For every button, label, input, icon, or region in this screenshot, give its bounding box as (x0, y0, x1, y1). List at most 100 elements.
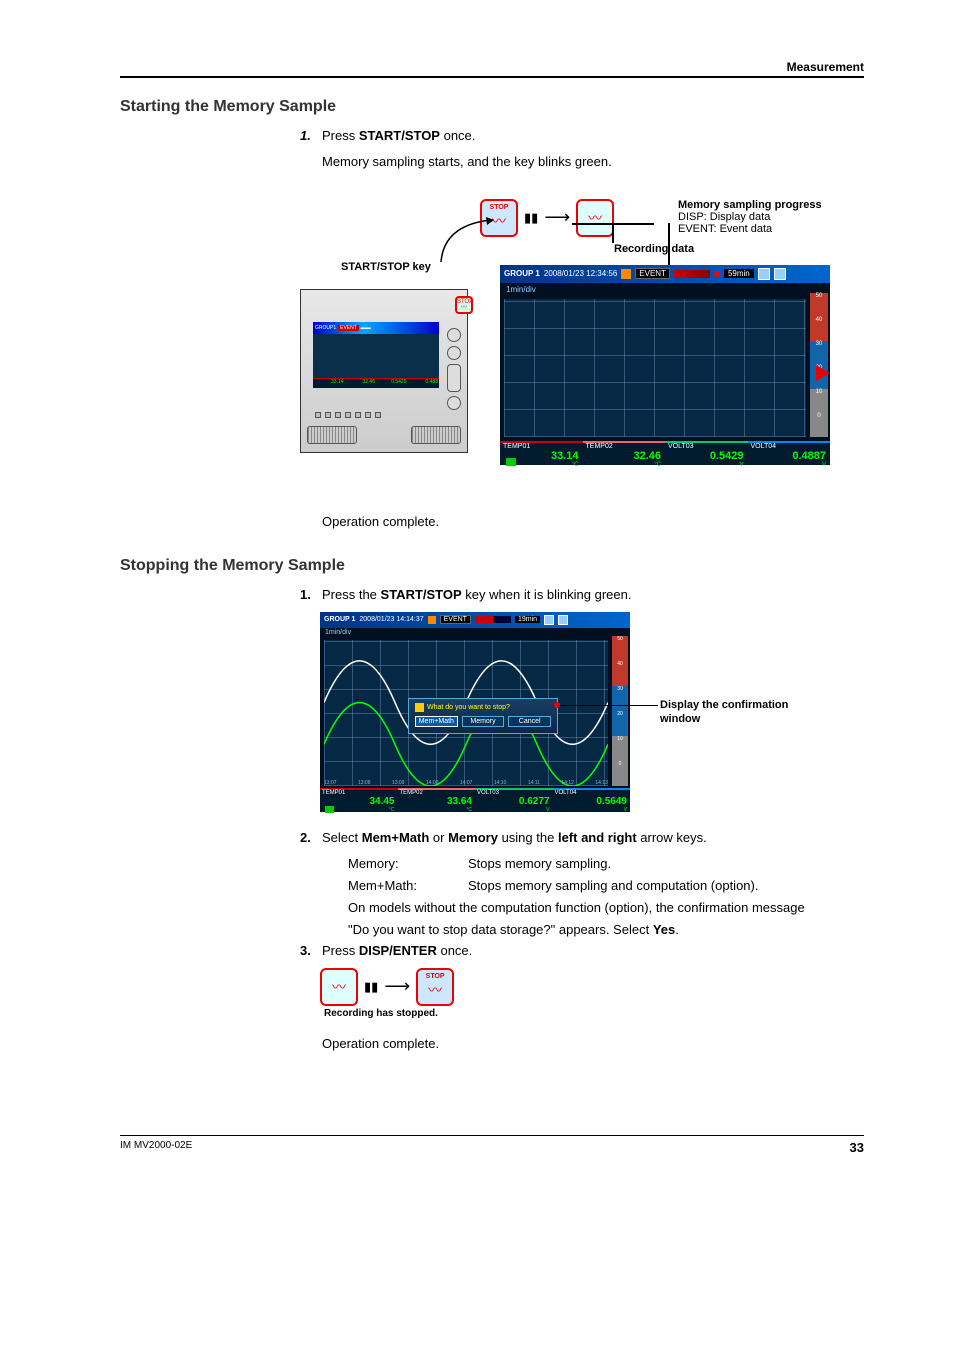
text: once. (440, 128, 475, 143)
text: Display the confirmation (660, 698, 788, 712)
figure-stop: GROUP 1 2008/01/23 14:14:37 EVENT 19min … (320, 612, 840, 818)
timestamp: 2008/01/23 14:14:37 (359, 616, 423, 623)
tick: 14:11 (528, 780, 540, 788)
device-vents (307, 426, 461, 446)
ch-val: 0.6277 (475, 796, 553, 807)
ch-name: TEMP02 (583, 443, 666, 450)
ch-val: 32.46 (583, 450, 666, 462)
key-name: START/STOP (359, 128, 440, 143)
event-label: EVENT (440, 615, 471, 624)
section-title-start: Starting the Memory Sample (120, 98, 864, 116)
stop-label: STOP (490, 204, 509, 211)
device-screen: GROUP1EVENT▬▬ 33.1432.460.54290.488 (313, 322, 439, 388)
option-name: Mem+Math (362, 830, 430, 845)
chart-scale: 50403020100 (612, 636, 628, 786)
scale-val: 0 (810, 413, 828, 437)
label: DISP: Display data (678, 211, 822, 223)
arrow-icon: ⟶ (384, 976, 410, 997)
operation-complete: Operation complete. (322, 1033, 864, 1055)
timestamp: 2008/01/23 12:34:56 (544, 269, 617, 278)
chart-header: GROUP 1 2008/01/23 14:14:37 EVENT 19min (320, 612, 630, 628)
progress-label: Memory sampling progress DISP: Display d… (678, 199, 822, 235)
group-label: GROUP 1 (324, 616, 355, 623)
confirm-dialog: What do you want to stop? Mem+Math Memor… (408, 698, 558, 734)
pause-icon: ▮▮ (364, 979, 378, 995)
text: Select (322, 830, 362, 845)
step-number: 1. (300, 585, 322, 606)
text: arrow keys. (637, 830, 707, 845)
marker-arrow-icon (810, 365, 830, 381)
key-indicator (506, 458, 516, 466)
ch-unit: V (475, 807, 553, 813)
tick: 13:07 (324, 780, 337, 788)
memory-button[interactable]: Memory (462, 716, 505, 727)
key-indicator (325, 806, 334, 813)
option-memmath: Mem+Math: Stops memory sampling and comp… (348, 875, 864, 897)
text: once. (437, 943, 472, 958)
tick: 13:08 (358, 780, 371, 788)
device-illustration: STOP〰 GROUP1EVENT▬▬ 33.1432.460.54290.48… (300, 289, 468, 453)
option-val: Stops memory sampling. (468, 853, 611, 875)
group-label: GROUP 1 (504, 269, 540, 278)
tick: 14:07 (460, 780, 473, 788)
option-key: Mem+Math: (348, 875, 468, 897)
callout-arrow (436, 217, 496, 265)
ch-unit: °C (398, 807, 476, 813)
figure-start: STOP 〰 ▮▮ ⟶ 〰 Memory sampling progress D… (120, 181, 864, 501)
stop-icon: STOP〰 (416, 968, 454, 1006)
stop-label: STOP (426, 973, 445, 980)
key-name: DISP/ENTER (359, 943, 437, 958)
ch-unit: °C (583, 462, 666, 468)
time-div: 1min/div (500, 283, 830, 296)
ch-name: TEMP01 (500, 443, 583, 450)
text: . (675, 922, 679, 937)
start-stop-key-label: START/STOP key (341, 261, 431, 273)
step-text: Select Mem+Math or Memory using the left… (322, 828, 707, 849)
device-stop-led: STOP〰 (455, 296, 473, 314)
hdr-icon (758, 268, 770, 280)
scale-val: 50 (810, 293, 828, 317)
event-label: EVENT (635, 268, 670, 279)
ch-name: VOLT04 (748, 443, 831, 450)
page-number: 33 (850, 1140, 864, 1155)
page-footer: IM MV2000-02E 33 (120, 1135, 864, 1155)
time-label: 19min (515, 616, 540, 623)
option-name: Memory (448, 830, 498, 845)
callout-line (612, 223, 614, 243)
time-label: 59min (724, 269, 754, 278)
caption: Recording has stopped. (324, 1008, 864, 1019)
cancel-button[interactable]: Cancel (508, 716, 551, 727)
step-number: 1. (300, 126, 322, 147)
ch-val: 0.5649 (553, 796, 631, 807)
hdr-icon (544, 615, 554, 625)
chart-grid (504, 299, 806, 437)
confirm-window-label: Display the confirmation window (660, 698, 788, 727)
chart-header: GROUP 1 2008/01/23 12:34:56 EVENT 59min (500, 265, 830, 283)
section-title-stop: Stopping the Memory Sample (120, 557, 864, 575)
text: Press (322, 943, 359, 958)
text: or (429, 830, 448, 845)
ch-unit: V (748, 462, 831, 468)
step-sub: Memory sampling starts, and the key blin… (322, 151, 864, 173)
label: Memory sampling progress (678, 199, 822, 211)
tick: 14:00 (426, 780, 439, 788)
text: key when it is blinking green. (462, 587, 632, 602)
note-line: "Do you want to stop data storage?" appe… (348, 919, 864, 941)
hdr-icon (558, 615, 568, 625)
event-bar (475, 616, 511, 623)
option-memory: Memory: Stops memory sampling. (348, 853, 864, 875)
tick: 14:10 (494, 780, 507, 788)
ch-val: 0.4887 (748, 450, 831, 462)
section-header: Measurement (120, 60, 864, 78)
scale-val: 10 (810, 389, 828, 413)
memmath-button[interactable]: Mem+Math (415, 716, 458, 727)
ch-unit: V (553, 807, 631, 813)
keys: left and right (558, 830, 637, 845)
step-text: Press DISP/ENTER once. (322, 941, 472, 962)
text: Press the (322, 587, 381, 602)
device-slots (315, 412, 395, 420)
doc-id: IM MV2000-02E (120, 1140, 192, 1155)
event-bar (674, 270, 710, 278)
rec-dot-icon (714, 271, 720, 277)
tick: 14:13 (595, 780, 608, 788)
